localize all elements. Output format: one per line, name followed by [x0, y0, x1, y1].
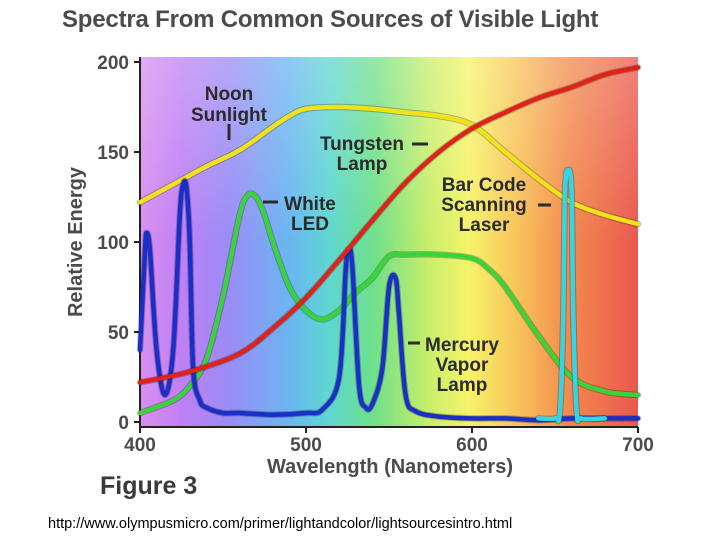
noon-sunlight-label: Noon	[205, 84, 254, 105]
x-tick-label: 500	[290, 435, 322, 456]
bar-code-scanning-laser-label: Bar Code	[442, 175, 526, 196]
bar-code-scanning-laser-label: Scanning	[441, 195, 527, 216]
y-tick-label: 100	[97, 233, 129, 254]
mercury-vapor-lamp-line	[137, 178, 641, 423]
plot-fade	[140, 57, 638, 242]
x-tick-labels: 400 500 600 700	[124, 435, 654, 456]
source-url[interactable]: http://www.olympusmicro.com/primer/light…	[48, 516, 513, 532]
x-tick-label: 700	[622, 435, 654, 456]
y-axis	[134, 57, 141, 427]
chart-title: Spectra From Common Sources of Visible L…	[62, 6, 599, 33]
mercury-vapor-lamp-label: Lamp	[437, 375, 488, 396]
noon-sunlight-label: Sunlight	[191, 105, 268, 126]
bar-code-scanning-laser-line	[536, 167, 608, 424]
mercury-vapor-lamp-label: Mercury	[425, 335, 499, 356]
x-axis	[139, 426, 639, 433]
tungsten-lamp-label: Lamp	[337, 154, 388, 175]
tungsten-lamp-label: Tungsten	[320, 134, 404, 155]
figure-label: Figure 3	[100, 472, 198, 500]
white-led-label: White	[284, 194, 336, 215]
y-tick-labels: 0 50 100 150 200	[97, 53, 129, 434]
mercury-vapor-lamp-label: Vapor	[436, 355, 489, 376]
bar-code-scanning-laser-label: Laser	[459, 215, 510, 236]
y-tick-label: 150	[97, 143, 129, 164]
x-tick-label: 400	[124, 435, 156, 456]
y-axis-label: Relative Energy	[65, 166, 87, 317]
x-tick-label: 600	[456, 435, 488, 456]
white-led-line	[137, 191, 641, 416]
y-tick-label: 200	[97, 53, 129, 74]
x-axis-label: Wavelength (Nanometers)	[267, 456, 513, 478]
white-led-label: LED	[291, 214, 329, 235]
y-tick-label: 0	[118, 413, 129, 434]
y-tick-label: 50	[108, 323, 129, 344]
series-group	[136, 64, 642, 425]
noon-sunlight-line	[137, 104, 641, 227]
tungsten-lamp-line	[137, 65, 641, 385]
